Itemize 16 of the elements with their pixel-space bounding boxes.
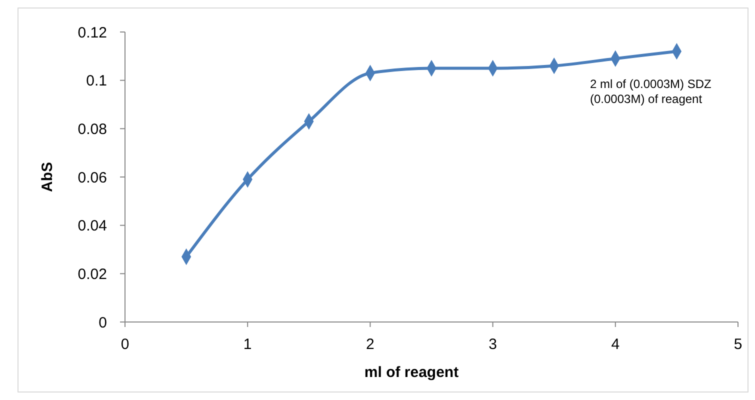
x-tick-label: 5: [734, 336, 742, 353]
x-tick-label: 0: [120, 336, 130, 353]
y-tick-label: 0.12: [78, 24, 107, 42]
y-axis-title: AbS: [39, 162, 56, 192]
x-tick-label: 1: [243, 336, 252, 353]
x-tick-label: 2: [366, 336, 374, 353]
y-tick-label: 0.02: [78, 266, 107, 283]
y-tick-label: 0.1: [86, 72, 107, 90]
y-tick-label: 0.08: [78, 120, 107, 138]
x-tick-label: 3: [488, 336, 497, 353]
y-tick-label: 0.04: [78, 218, 107, 235]
x-axis-title: ml of reagent: [364, 364, 459, 381]
annotation: 2 ml of (0.0003M) SDZ (0.0003M) of reagent: [590, 77, 712, 106]
y-tick-label: 0: [98, 314, 107, 332]
y-tick-label: 0.06: [78, 169, 107, 186]
x-tick-label: 4: [611, 336, 620, 353]
